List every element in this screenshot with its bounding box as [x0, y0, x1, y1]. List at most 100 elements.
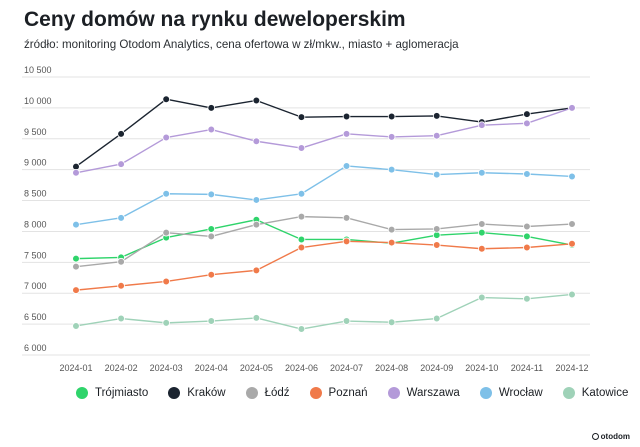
legend-marker [562, 387, 575, 399]
data-point-kraków [432, 112, 441, 120]
data-point-poznań [297, 243, 306, 252]
data-point-poznań [117, 282, 125, 290]
data-point-wrocław [432, 170, 441, 179]
data-point-kraków [523, 110, 531, 118]
legend-marker [168, 387, 181, 399]
series-line-poznań [75, 240, 573, 291]
data-point-łódź [432, 225, 441, 233]
legend-label: Katowice [581, 387, 629, 399]
data-point-poznań [478, 244, 486, 253]
legend-marker [76, 387, 88, 399]
data-point-łódź [478, 220, 486, 228]
data-point-kraków [117, 130, 125, 138]
data-point-warszawa [72, 168, 80, 177]
y-tick-label: 9 500 [24, 127, 47, 137]
data-point-kraków [342, 112, 351, 121]
legend-item: Poznań [309, 387, 368, 399]
data-point-katowice [162, 319, 170, 327]
grid-layer [22, 76, 590, 356]
legend-label: Kraków [187, 387, 226, 399]
data-point-warszawa [162, 133, 170, 142]
y-tick-label: 6 500 [24, 312, 47, 322]
data-point-kraków [162, 95, 170, 104]
y-tick-label: 8 000 [24, 219, 47, 229]
legend-label: Poznań [328, 387, 368, 399]
data-point-katowice [432, 314, 441, 323]
data-point-wrocław [478, 168, 486, 177]
data-point-łódź [387, 225, 396, 234]
legend-item: Kraków [168, 387, 226, 399]
data-point-warszawa [297, 144, 306, 152]
data-point-łódź [342, 214, 351, 222]
data-point-warszawa [207, 125, 216, 134]
data-point-poznań [568, 240, 576, 248]
data-point-poznań [432, 241, 441, 249]
data-point-wrocław [162, 189, 170, 198]
series-line-warszawa [75, 107, 573, 174]
x-tick-label: 2024-07 [330, 363, 363, 373]
data-point-poznań [72, 286, 80, 294]
data-point-poznań [207, 270, 216, 279]
data-point-warszawa [568, 104, 576, 112]
legend-item: Trójmiasto [76, 387, 148, 399]
data-point-katowice [478, 293, 486, 302]
x-tick-label: 2024-05 [240, 363, 273, 373]
data-point-wrocław [568, 172, 576, 181]
chart-subtitle: źródło: monitoring Otodom Analytics, cen… [24, 38, 459, 51]
data-point-kraków [207, 104, 216, 112]
data-point-wrocław [117, 214, 125, 222]
data-point-katowice [387, 318, 396, 327]
chart-title: Ceny domów na rynku deweloperskim [24, 8, 406, 31]
data-point-warszawa [523, 119, 531, 128]
legend-marker [245, 387, 258, 399]
x-tick-label: 2024-12 [555, 363, 588, 373]
data-point-poznań [523, 243, 531, 252]
legend-marker [309, 387, 322, 399]
data-point-wrocław [252, 196, 261, 204]
x-tick-label: 2024-08 [375, 363, 408, 373]
axis-layer: 6 000 6 500 7 000 7 500 8 000 8 500 9 000 9 500… [24, 65, 589, 373]
data-point-katowice [117, 314, 125, 323]
data-point-wrocław [297, 189, 306, 198]
data-point-trójmiasto [72, 254, 80, 263]
x-tick-label: 2024-11 [511, 363, 543, 373]
y-tick-label: 9 000 [24, 158, 47, 168]
data-point-katowice [252, 314, 261, 322]
data-point-katowice [207, 317, 216, 325]
data-point-trójmiasto [478, 228, 486, 237]
data-point-łódź [117, 257, 125, 266]
data-point-warszawa [432, 131, 441, 140]
data-point-łódź [523, 222, 531, 231]
y-tick-label: 6 000 [24, 343, 47, 353]
data-point-poznań [387, 238, 396, 247]
data-point-poznań [252, 266, 261, 275]
data-point-katowice [72, 322, 80, 330]
legend-marker [479, 387, 492, 399]
legend-label: Trójmiasto [95, 387, 149, 399]
y-tick-label: 8 500 [24, 189, 47, 199]
data-point-łódź [568, 220, 576, 228]
legend-label: Wrocław [498, 387, 543, 399]
data-point-kraków [252, 96, 261, 105]
points-layer [72, 95, 576, 333]
data-point-poznań [342, 237, 351, 246]
data-point-łódź [207, 232, 216, 241]
data-point-warszawa [117, 160, 125, 168]
legend-marker [387, 387, 400, 399]
data-point-wrocław [207, 190, 216, 199]
data-point-warszawa [478, 121, 486, 129]
x-tick-label: 2024-01 [59, 363, 92, 373]
data-point-wrocław [523, 170, 531, 178]
x-tick-label: 2024-03 [150, 363, 183, 373]
legend-label: Łódź [264, 387, 290, 399]
y-tick-label: 7 500 [24, 250, 47, 260]
x-tick-label: 2024-06 [285, 363, 318, 373]
data-point-trójmiasto [207, 225, 216, 233]
data-point-trójmiasto [523, 232, 531, 241]
chart-legend: Trójmiasto Kraków Łódź Poznań Warszawa Wrocła… [76, 387, 640, 399]
data-point-trójmiasto [297, 235, 306, 244]
data-point-łódź [297, 212, 306, 221]
data-point-warszawa [252, 137, 261, 146]
legend-item: Łódź [245, 387, 290, 399]
